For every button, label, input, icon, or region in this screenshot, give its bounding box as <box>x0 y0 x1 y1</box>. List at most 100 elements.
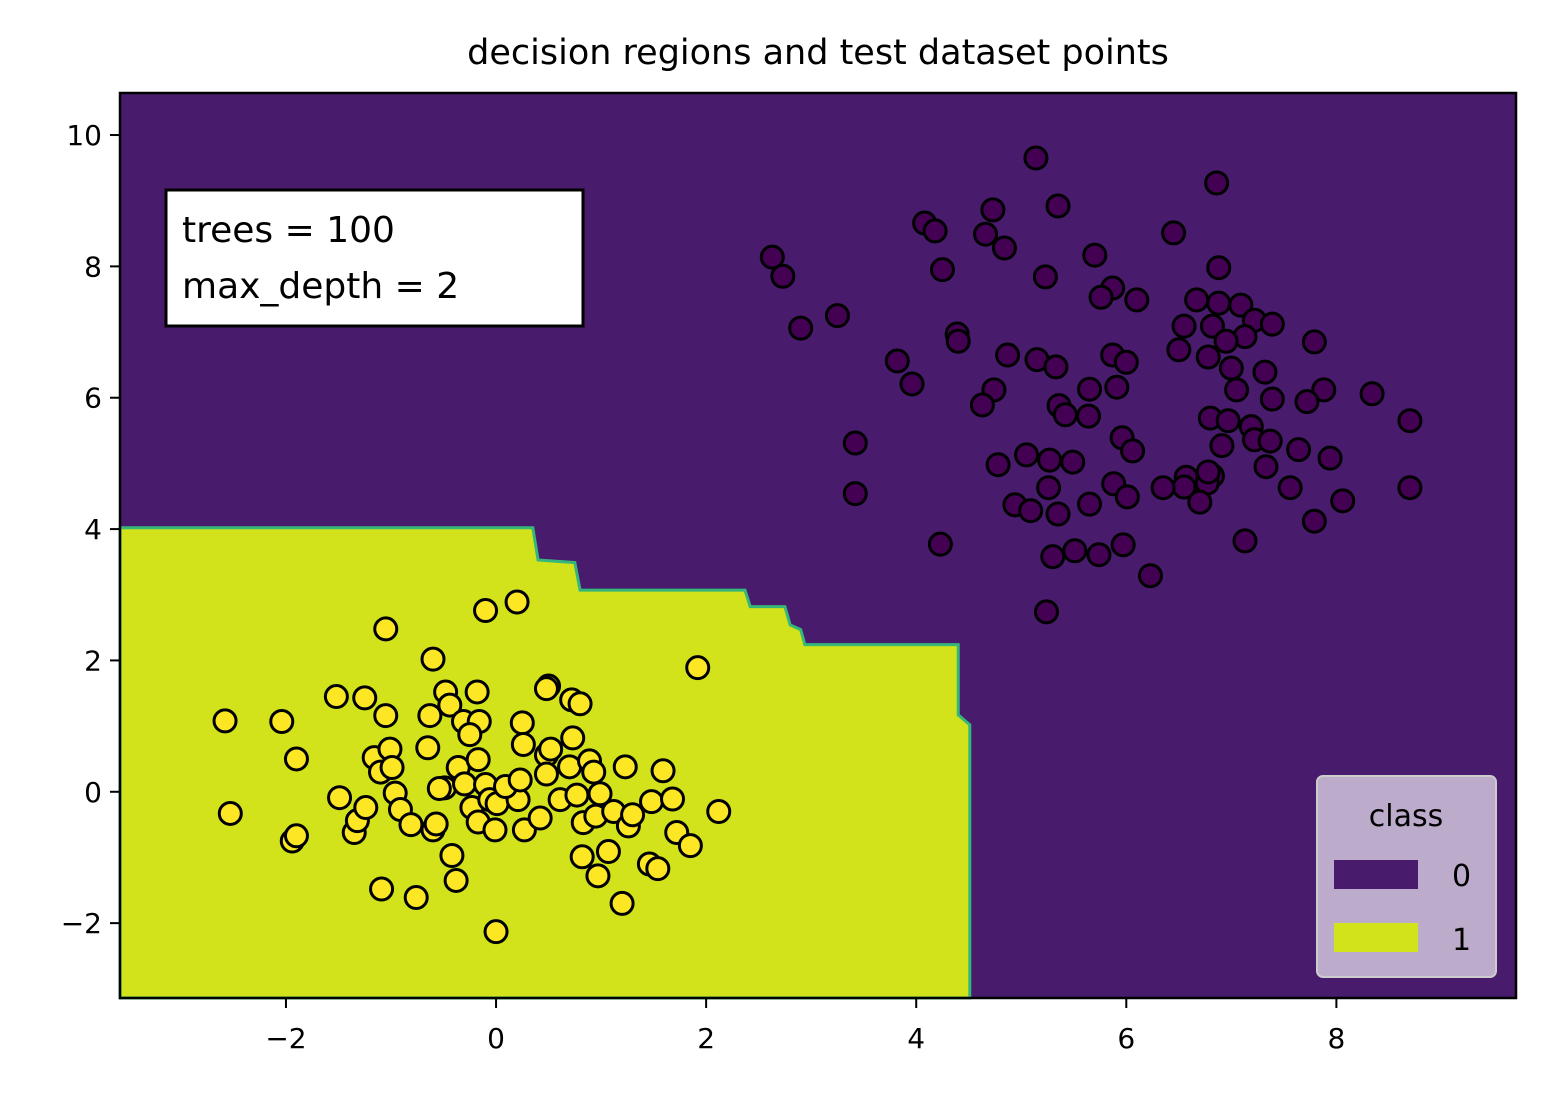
data-point-class-0 <box>1018 498 1044 524</box>
data-point-class-0 <box>927 531 953 557</box>
data-point-class-0 <box>842 430 868 456</box>
legend-title: class <box>1369 799 1443 834</box>
data-point-class-0 <box>1023 145 1049 171</box>
data-point-class-1 <box>415 735 441 761</box>
data-point-class-0 <box>1060 449 1086 475</box>
data-point-class-0 <box>1277 475 1303 501</box>
data-point-class-1 <box>423 811 449 837</box>
data-point-class-0 <box>1206 255 1232 281</box>
x-tick-label: −2 <box>265 1022 306 1055</box>
data-point-class-0 <box>1209 433 1235 459</box>
data-point-class-0 <box>1088 284 1114 310</box>
data-point-class-1 <box>538 736 564 762</box>
data-point-class-1 <box>217 800 243 826</box>
data-point-class-1 <box>439 842 465 868</box>
legend-swatch-1 <box>1334 923 1418 952</box>
data-point-class-0 <box>1036 475 1062 501</box>
x-tick-label: 6 <box>1117 1022 1135 1055</box>
data-point-class-0 <box>1195 459 1221 485</box>
data-point-class-1 <box>464 679 490 705</box>
data-point-class-0 <box>1218 355 1244 381</box>
data-point-class-0 <box>969 392 995 418</box>
data-point-class-0 <box>1259 386 1285 412</box>
data-point-class-1 <box>609 890 635 916</box>
data-point-class-0 <box>1311 377 1337 403</box>
data-point-class-1 <box>533 761 559 787</box>
data-point-class-0 <box>1359 381 1385 407</box>
data-point-class-1 <box>443 867 469 893</box>
data-point-class-1 <box>457 722 483 748</box>
data-point-class-1 <box>509 710 535 736</box>
data-point-class-1 <box>353 795 379 821</box>
y-tick-label: 6 <box>84 382 102 415</box>
data-point-class-0 <box>1014 442 1040 468</box>
data-point-class-0 <box>995 342 1021 368</box>
data-point-class-1 <box>426 775 452 801</box>
data-point-class-1 <box>212 708 238 734</box>
data-point-class-1 <box>660 786 686 812</box>
data-point-class-1 <box>527 805 553 831</box>
data-point-class-1 <box>437 692 463 718</box>
data-point-class-0 <box>1213 328 1239 354</box>
data-point-class-0 <box>1032 264 1058 290</box>
data-point-class-1 <box>465 747 491 773</box>
data-point-class-0 <box>899 371 925 397</box>
data-point-class-0 <box>1033 599 1059 625</box>
data-point-class-1 <box>417 703 443 729</box>
data-point-class-1 <box>323 684 349 710</box>
data-point-class-0 <box>770 263 796 289</box>
data-point-class-0 <box>1204 170 1230 196</box>
data-point-class-0 <box>1077 491 1103 517</box>
data-point-class-0 <box>1124 287 1150 313</box>
data-point-class-0 <box>1195 344 1221 370</box>
data-point-class-0 <box>1330 488 1356 514</box>
data-point-class-0 <box>1161 220 1187 246</box>
data-point-class-1 <box>504 589 530 615</box>
data-point-class-0 <box>1082 242 1108 268</box>
data-point-class-0 <box>1397 408 1423 434</box>
data-point-class-1 <box>507 767 533 793</box>
data-point-class-1 <box>564 782 590 808</box>
data-point-class-0 <box>1253 454 1279 480</box>
data-point-class-1 <box>612 754 638 780</box>
data-point-class-0 <box>788 315 814 341</box>
data-point-class-0 <box>929 257 955 283</box>
data-point-class-0 <box>1045 193 1071 219</box>
data-point-class-1 <box>373 616 399 642</box>
y-tick-label: 0 <box>84 776 102 809</box>
data-point-class-0 <box>1187 489 1213 515</box>
data-point-class-0 <box>1113 349 1139 375</box>
data-point-class-0 <box>1215 408 1241 434</box>
data-point-class-0 <box>1040 544 1066 570</box>
y-tick-label: 4 <box>84 513 102 546</box>
data-point-class-0 <box>1224 377 1250 403</box>
data-point-class-1 <box>706 798 732 824</box>
data-point-class-1 <box>685 655 711 681</box>
data-point-class-0 <box>1104 374 1130 400</box>
data-point-class-0 <box>1045 501 1071 527</box>
legend-label-1: 1 <box>1452 923 1471 958</box>
legend-label-0: 0 <box>1452 859 1471 894</box>
data-point-class-0 <box>1317 445 1343 471</box>
data-point-class-1 <box>585 863 611 889</box>
data-point-class-0 <box>1252 359 1278 385</box>
data-point-class-0 <box>1120 438 1146 464</box>
data-point-class-1 <box>645 856 671 882</box>
data-point-class-1 <box>327 785 353 811</box>
data-point-class-0 <box>1199 313 1225 339</box>
plot-frame <box>118 91 1518 1000</box>
data-point-class-0 <box>1171 313 1197 339</box>
data-point-class-0 <box>1110 532 1136 558</box>
data-point-class-1 <box>373 703 399 729</box>
data-point-class-0 <box>1114 484 1140 510</box>
data-point-class-1 <box>269 709 295 735</box>
x-tick-label: 4 <box>907 1022 925 1055</box>
y-tick-label: 10 <box>66 119 102 152</box>
data-point-class-0 <box>1077 376 1103 402</box>
annotation-trees: trees = 100 <box>182 210 395 251</box>
data-point-class-0 <box>980 197 1006 223</box>
data-point-class-0 <box>884 348 910 374</box>
data-point-class-0 <box>1166 337 1192 363</box>
